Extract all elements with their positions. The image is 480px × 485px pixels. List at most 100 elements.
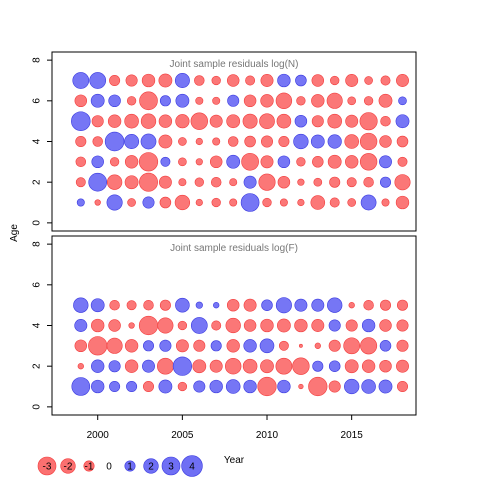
bubble-f-age1-2011	[277, 379, 291, 394]
bubble-f-age5-2012	[294, 298, 308, 312]
bubble-n-age7-2001	[109, 75, 121, 87]
bubble-n-age4-2018	[396, 135, 409, 148]
bubble-f-age1-2009	[243, 379, 257, 394]
bubble-f-age5-2017	[379, 299, 391, 311]
bubble-n-age3-2017	[379, 155, 392, 169]
bubble-n-age7-2016	[364, 76, 373, 85]
bubble-f-age4-1999	[74, 319, 88, 332]
bubble-n-age5-2002	[124, 113, 139, 129]
bubble-f-age3-2002	[124, 339, 139, 353]
bubble-n-age3-2004	[160, 156, 171, 167]
bubble-n-age4-2005	[178, 137, 187, 146]
bubble-n-age4-2013	[310, 134, 325, 149]
bubble-f-age3-2013	[314, 342, 321, 349]
x-tick-label-2005: 2005	[171, 430, 194, 441]
bubble-n-age1-2016	[360, 194, 377, 211]
bubble-n-age3-2010	[260, 155, 274, 169]
bubble-f-age1-2012	[298, 383, 304, 390]
bubble-n-age7-2003	[141, 73, 156, 88]
bubble-f-age4-2005	[177, 320, 188, 331]
bubble-f-age3-1999	[74, 339, 88, 353]
bubble-f-age1-2010	[257, 376, 277, 397]
bubble-f-age5-2011	[275, 297, 292, 314]
bubble-f-age5-2016	[363, 299, 374, 311]
bubble-n-age1-2017	[381, 198, 390, 207]
bubble-f-age4-2003	[138, 315, 159, 336]
bubble-f-age5-2005	[175, 297, 190, 313]
bubble-f-age3-2010	[259, 338, 275, 354]
bubble-n-age3-2003	[138, 152, 159, 172]
bubble-n-age6-2001	[108, 94, 121, 108]
bubble-f-age3-2016	[360, 337, 378, 355]
panel-n-ytick-label-0: 0	[32, 220, 43, 226]
bubble-n-age5-2017	[380, 115, 391, 127]
panel-f-ytick-label-4: 4	[32, 322, 43, 328]
bubble-n-age7-2017	[380, 75, 391, 86]
panel-n-ytick-label-6: 6	[32, 98, 43, 104]
bubble-f-age2-2018	[396, 359, 409, 373]
bubble-n-age4-2009	[244, 135, 256, 148]
bubble-n-age3-2002	[124, 155, 139, 169]
bubble-n-age5-1999	[71, 111, 91, 131]
legend-label--2: -2	[64, 462, 73, 473]
bubble-n-age7-2004	[158, 73, 173, 88]
bubble-f-age1-2000	[91, 379, 105, 394]
bubble-f-age5-2000	[90, 298, 105, 313]
bubble-n-age1-2004	[159, 196, 172, 209]
bubble-f-age4-2006	[190, 317, 208, 334]
bubble-f-age2-2000	[91, 359, 105, 373]
bubble-f-age2-2013	[312, 360, 324, 372]
bubble-n-age6-2002	[126, 96, 137, 106]
bubble-n-age3-2001	[109, 157, 120, 167]
bubble-n-age7-2002	[125, 74, 138, 87]
bubble-n-age3-2014	[327, 154, 342, 169]
bubble-f-age1-2004	[158, 379, 173, 394]
bubble-f-age4-2009	[243, 319, 257, 332]
bubble-n-age7-2013	[311, 74, 325, 87]
bubble-f-age4-2013	[311, 319, 325, 332]
bubble-n-age7-2018	[396, 74, 409, 87]
bubble-n-age1-2007	[211, 197, 221, 208]
bubble-n-age3-2005	[178, 157, 187, 167]
bubble-n-age6-2004	[159, 95, 171, 107]
bubble-f-age1-2015	[344, 378, 360, 395]
bubble-n-age2-2004	[158, 175, 172, 189]
bubble-n-age7-2014	[330, 75, 340, 86]
bubble-n-age1-2005	[174, 194, 191, 211]
bubble-f-age5-2004	[159, 299, 171, 311]
bubble-n-age5-2007	[209, 114, 223, 128]
bubble-f-age2-2004	[157, 357, 174, 375]
bubble-n-age6-2009	[243, 94, 257, 108]
bubble-f-age1-2003	[143, 380, 155, 392]
bubble-n-age6-2011	[275, 92, 293, 109]
bubble-n-age7-2010	[260, 74, 274, 87]
bubble-f-age3-2008	[226, 339, 240, 353]
bubble-n-age2-2000	[88, 172, 108, 192]
bubble-n-age7-2006	[194, 75, 205, 86]
bubble-f-age5-2018	[396, 299, 408, 311]
panel-n-title: Joint sample residuals log(N)	[170, 59, 299, 70]
legend-bubble-4	[181, 455, 203, 477]
legend-label-4: 4	[189, 462, 195, 473]
bubble-f-age4-2015	[345, 319, 358, 332]
panel-f-ytick-label-6: 6	[32, 282, 43, 288]
bubble-f-age2-2010	[260, 359, 274, 374]
bubble-f-age1-1999	[71, 377, 91, 396]
panel-f-ytick-label-2: 2	[32, 363, 43, 369]
bubble-n-age4-2000	[92, 136, 103, 147]
bubble-f-age4-2018	[396, 319, 409, 332]
bubble-n-age7-2005	[174, 73, 190, 88]
bubble-n-age2-2012	[297, 178, 305, 186]
bubble-f-age3-2017	[379, 340, 392, 352]
bubble-f-age1-2002	[126, 380, 138, 392]
bubble-f-age1-2005	[177, 381, 188, 392]
bubble-n-age3-2011	[277, 155, 291, 169]
bubble-n-age2-2015	[346, 177, 357, 188]
legend-label-1: 1	[127, 462, 133, 473]
bubble-n-age4-2016	[359, 132, 378, 151]
bubble-f-age2-2016	[361, 359, 376, 373]
legend-label--1: -1	[85, 462, 94, 473]
bubble-f-age5-2008	[226, 298, 240, 312]
x-tick-label-2010: 2010	[256, 430, 279, 441]
